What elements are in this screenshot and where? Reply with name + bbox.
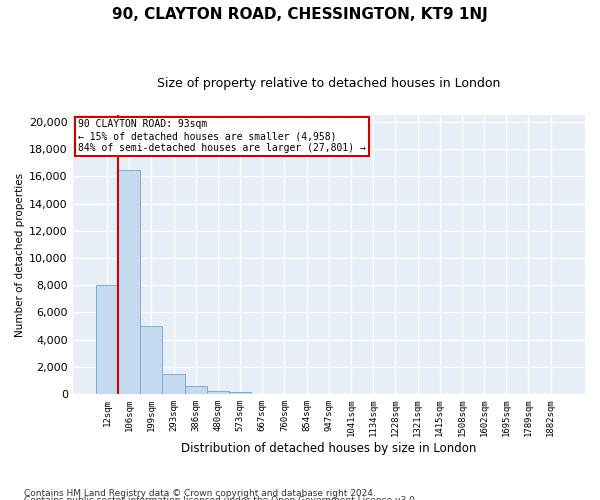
Y-axis label: Number of detached properties: Number of detached properties: [15, 172, 25, 336]
Title: Size of property relative to detached houses in London: Size of property relative to detached ho…: [157, 78, 500, 90]
Bar: [229, 392, 251, 394]
Bar: [140, 326, 163, 394]
Text: Contains HM Land Registry data © Crown copyright and database right 2024.: Contains HM Land Registry data © Crown c…: [24, 488, 376, 498]
Bar: [118, 170, 140, 394]
Bar: [163, 374, 185, 394]
X-axis label: Distribution of detached houses by size in London: Distribution of detached houses by size …: [181, 442, 476, 455]
Text: Contains public sector information licensed under the Open Government Licence v3: Contains public sector information licen…: [24, 496, 418, 500]
Bar: [96, 285, 118, 394]
Text: 90, CLAYTON ROAD, CHESSINGTON, KT9 1NJ: 90, CLAYTON ROAD, CHESSINGTON, KT9 1NJ: [112, 8, 488, 22]
Bar: [207, 391, 229, 394]
Bar: [185, 386, 207, 394]
Text: 90 CLAYTON ROAD: 93sqm
← 15% of detached houses are smaller (4,958)
84% of semi-: 90 CLAYTON ROAD: 93sqm ← 15% of detached…: [78, 120, 365, 152]
